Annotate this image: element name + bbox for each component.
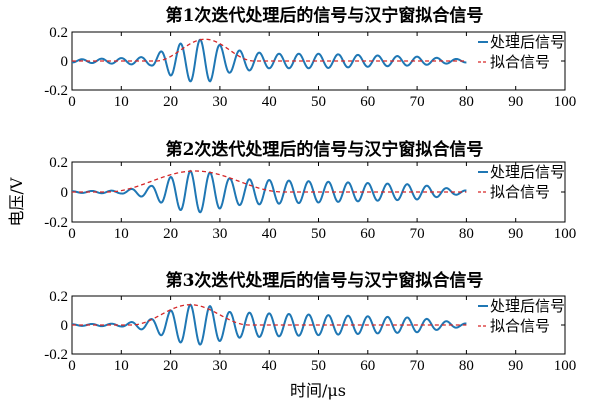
y-tick-label: 0.2 (49, 155, 68, 171)
series-line-processed (72, 169, 467, 214)
x-tick-label: 10 (114, 226, 129, 242)
y-tick-label: 0 (61, 54, 69, 70)
x-tick-label: 70 (410, 358, 425, 374)
x-tick-label: 60 (360, 226, 375, 242)
x-tick-label: 80 (459, 226, 474, 242)
x-tick-label: 0 (68, 226, 76, 242)
legend-label-processed: 处理后信号 (490, 33, 565, 51)
x-tick-label: 90 (508, 358, 523, 374)
x-tick-label: 0 (68, 94, 76, 110)
x-tick-label: 40 (262, 94, 277, 110)
legend-label-fit: 拟合信号 (490, 317, 550, 335)
y-tick-label: 0 (61, 318, 69, 334)
series-line-fit (72, 304, 467, 326)
series-line-processed (72, 38, 467, 83)
y-tick-label: -0.2 (44, 347, 68, 363)
x-axis-label: 时间/μs (290, 381, 346, 400)
y-tick-label: -0.2 (44, 83, 68, 99)
x-tick-label: 60 (360, 358, 375, 374)
y-tick-label: 0.2 (49, 25, 68, 41)
chart-panel-3: 第3次迭代处理后的信号与汉宁窗拟合信号 0 10 20 30 40 50 60 70 80 90 10… (44, 270, 576, 374)
chart-title: 第1次迭代处理后的信号与汉宁窗拟合信号 (166, 5, 484, 26)
x-tick-label: 30 (212, 94, 227, 110)
x-tick-label: 90 (508, 226, 523, 242)
x-tick-label: 60 (360, 94, 375, 110)
series-line-fit (72, 38, 467, 62)
x-tick-label: 50 (311, 358, 326, 374)
x-tick-label: 0 (68, 358, 76, 374)
chart-title: 第2次迭代处理后的信号与汉宁窗拟合信号 (166, 139, 484, 160)
x-tick-label: 80 (459, 358, 474, 374)
x-tick-label: 30 (212, 358, 227, 374)
y-tick-label: 0 (61, 185, 69, 201)
chart-panel-1: 第1次迭代处理后的信号与汉宁窗拟合信号 0 10 20 30 40 50 60 70 80 90 10… (44, 5, 576, 110)
x-tick-label: 90 (508, 94, 523, 110)
y-tick-label: -0.2 (44, 215, 68, 231)
x-tick-label: 20 (163, 358, 178, 374)
x-tick-label: 100 (554, 226, 577, 242)
y-axis-label: 电压/V (7, 177, 26, 226)
x-tick-label: 80 (459, 94, 474, 110)
x-tick-label: 100 (554, 94, 577, 110)
series-line-fit (72, 170, 467, 193)
legend-label-fit: 拟合信号 (490, 53, 550, 71)
x-tick-label: 20 (163, 226, 178, 242)
y-tick-label: 0.2 (49, 289, 68, 305)
x-tick-label: 10 (114, 358, 129, 374)
x-tick-label: 40 (262, 358, 277, 374)
x-tick-label: 20 (163, 94, 178, 110)
x-tick-label: 50 (311, 94, 326, 110)
chart-panel-2: 第2次迭代处理后的信号与汉宁窗拟合信号 0 10 20 30 40 50 60 70 80 90 10… (44, 139, 576, 242)
x-tick-label: 40 (262, 226, 277, 242)
chart-title: 第3次迭代处理后的信号与汉宁窗拟合信号 (166, 270, 484, 291)
x-tick-label: 30 (212, 226, 227, 242)
x-tick-label: 10 (114, 94, 129, 110)
x-tick-label: 70 (410, 94, 425, 110)
legend-label-processed: 处理后信号 (490, 297, 565, 315)
x-tick-label: 50 (311, 226, 326, 242)
x-tick-label: 100 (554, 358, 577, 374)
legend-label-fit: 拟合信号 (490, 183, 550, 201)
series-line-processed (71, 303, 467, 346)
legend-label-processed: 处理后信号 (490, 163, 565, 181)
x-tick-label: 70 (410, 226, 425, 242)
